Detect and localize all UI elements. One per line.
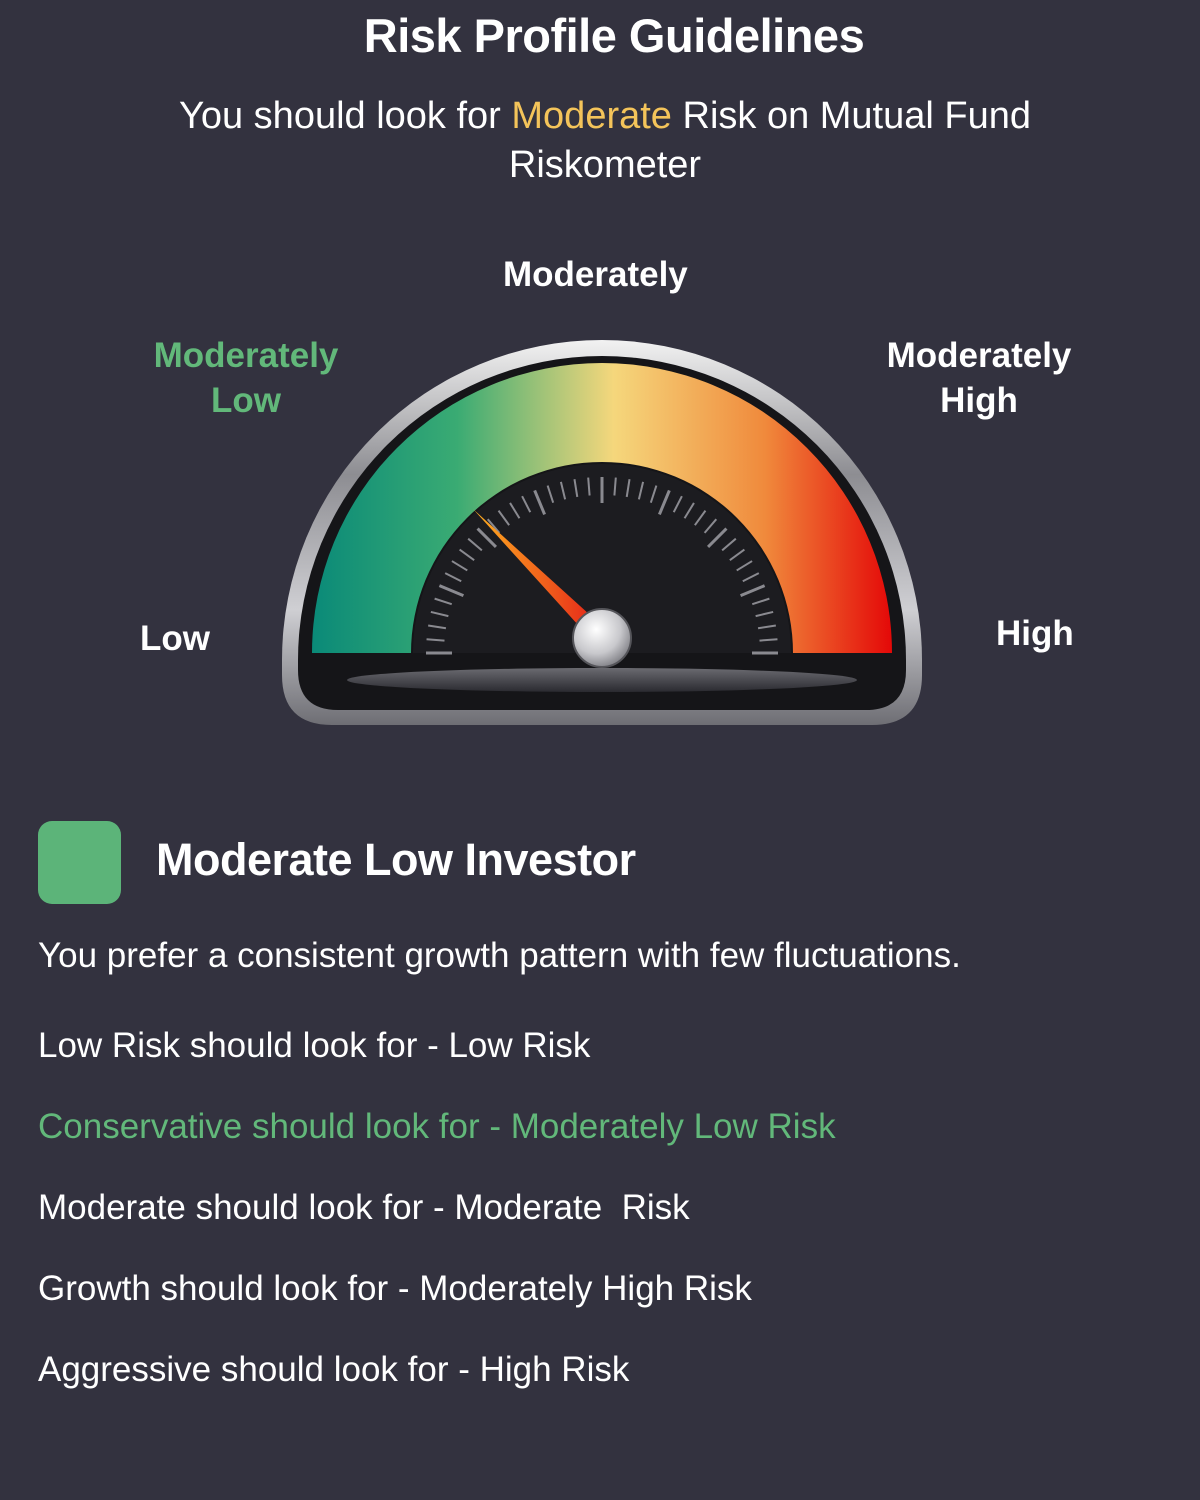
gauge-tick bbox=[649, 485, 658, 504]
gauge-tick bbox=[459, 548, 475, 561]
gauge-tick bbox=[729, 548, 745, 561]
gauge-tick bbox=[428, 624, 447, 630]
subtitle-suffix: Risk on Mutual Fund Riskometer bbox=[508, 95, 1031, 186]
gauge-tick bbox=[637, 481, 645, 500]
gauge-tick bbox=[658, 489, 671, 515]
gauge-label-moderately-high: Moderately High bbox=[886, 336, 1072, 420]
gauge-tick bbox=[509, 502, 521, 519]
gauge-tick bbox=[736, 560, 753, 572]
gauge-tick bbox=[694, 510, 707, 526]
profile-color-swatch bbox=[38, 821, 121, 904]
guideline-item-moderate: Moderate should look for - Moderate Risk bbox=[38, 1188, 690, 1227]
gauge-tick bbox=[438, 584, 464, 597]
gauge-needle bbox=[473, 509, 609, 645]
guideline-item-conservative: Conservative should look for - Moderatel… bbox=[38, 1107, 836, 1146]
gauge-tick bbox=[751, 597, 770, 606]
gauge-tick bbox=[546, 485, 555, 504]
gauge-tick bbox=[742, 572, 760, 583]
page-title: Risk Profile Guidelines bbox=[363, 9, 865, 62]
gauge-tick bbox=[497, 510, 510, 526]
gauge-tick bbox=[625, 479, 631, 498]
gauge-tick bbox=[521, 495, 532, 513]
gauge-tick bbox=[757, 624, 776, 630]
gauge-tick bbox=[755, 610, 774, 618]
gauge-tick bbox=[573, 479, 579, 498]
riskometer-gauge bbox=[282, 340, 922, 725]
profile-title: Moderate Low Investor bbox=[156, 834, 636, 885]
gauge-tick bbox=[444, 572, 462, 583]
gauge-tick bbox=[721, 537, 737, 552]
gauge-tick bbox=[426, 638, 445, 642]
gauge-tick bbox=[486, 518, 501, 534]
gauge-base-shine bbox=[347, 668, 857, 692]
gauge-tick bbox=[533, 489, 546, 515]
subtitle: You should look for Moderate Risk on Mut… bbox=[110, 92, 1100, 190]
subtitle-prefix: You should look for bbox=[179, 95, 512, 137]
gauge-tick bbox=[707, 527, 728, 548]
guideline-item-aggressive: Aggressive should look for - High Risk bbox=[38, 1350, 630, 1389]
guideline-list: Low Risk should look for - Low Risk Cons… bbox=[38, 1023, 836, 1428]
gauge-tick bbox=[587, 477, 591, 496]
gauge-label-high: High bbox=[996, 614, 1074, 653]
gauge-label-moderate: Moderately bbox=[503, 255, 688, 294]
gauge-label-moderately-low: Moderately Low bbox=[153, 336, 339, 420]
gauge-color-arc bbox=[312, 363, 892, 653]
gauge-tick bbox=[740, 584, 766, 597]
gauge-inner-dial bbox=[413, 464, 791, 653]
guideline-item-low: Low Risk should look for - Low Risk bbox=[38, 1026, 591, 1065]
gauge-tick bbox=[703, 518, 718, 534]
gauge-label-low: Low bbox=[140, 619, 210, 658]
gauge-tick bbox=[613, 477, 617, 496]
gauge-tick bbox=[672, 495, 683, 513]
gauge-tick bbox=[559, 481, 567, 500]
gauge-tick bbox=[451, 560, 468, 572]
gauge-tick bbox=[434, 597, 453, 606]
gauge-tick bbox=[759, 638, 778, 642]
gauge-tick bbox=[683, 502, 695, 519]
subtitle-highlight: Moderate bbox=[511, 95, 672, 137]
gauge-ticks bbox=[426, 477, 778, 655]
guideline-item-growth: Growth should look for - Moderately High… bbox=[38, 1269, 752, 1308]
gauge-tick bbox=[476, 527, 497, 548]
gauge-hub bbox=[572, 608, 632, 668]
profile-description: You prefer a consistent growth pattern w… bbox=[38, 936, 961, 975]
gauge-tick bbox=[467, 537, 483, 552]
gauge-tick bbox=[430, 610, 449, 618]
